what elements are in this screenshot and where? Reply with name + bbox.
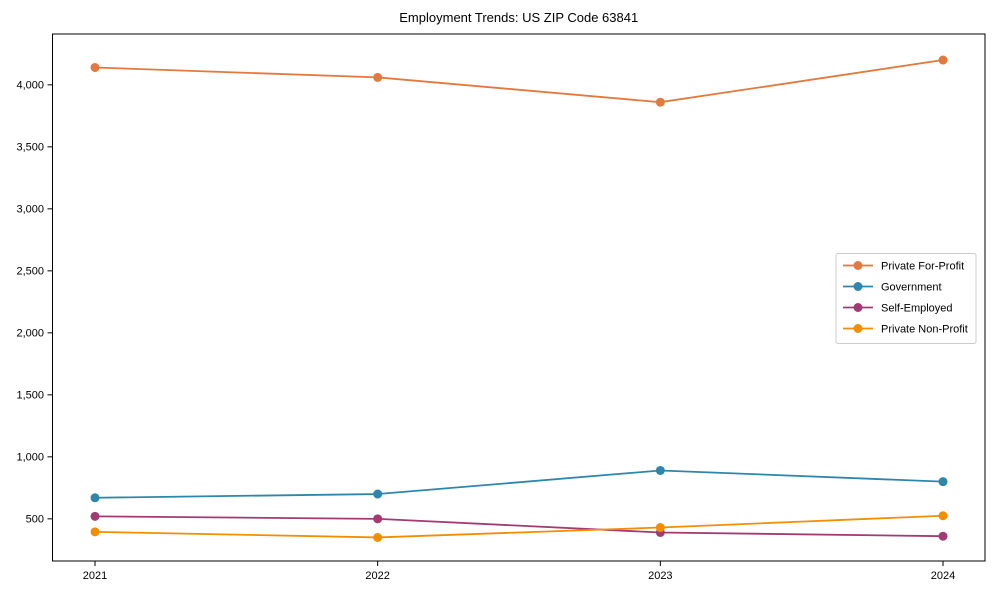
legend-label: Private Non-Profit [881,323,968,335]
y-tick-label: 3,500 [16,142,44,154]
legend-box [835,253,977,344]
legend-item-private-for-profit: Private For-Profit [843,260,964,272]
series-line-private-for-profit [94,59,944,104]
legend-marker [853,324,863,333]
y-tick-label: 1,000 [16,452,44,464]
data-point-self-employed-2021 [90,511,100,521]
y-tick-label: 500 [26,514,44,526]
x-tick-label: 2022 [365,570,389,582]
y-tick-label: 2,500 [16,266,44,278]
data-point-government-2021 [90,493,100,503]
data-point-private-non-profit-2024 [938,511,948,521]
legend-label: Self-Employed [881,302,953,314]
y-tick-label: 3,000 [16,204,44,216]
plot-layer: 500 1,000 1,500 2,000 2,500 3,000 3,500 4,000 20… [16,33,986,582]
series-line-self-employed [94,515,944,538]
series-line-government [94,469,944,499]
legend-marker [853,282,863,291]
y-tick-label: 4,000 [16,80,44,92]
data-point-government-2022 [373,489,383,499]
legend-marker [853,261,863,270]
data-point-self-employed-2022 [373,514,383,524]
data-point-private-for-profit-2023 [655,97,665,107]
data-point-private-non-profit-2021 [90,527,100,537]
x-tick-label: 2023 [648,570,672,582]
legend: Private For-Profit Government Self-Employe… [835,253,977,344]
data-point-private-for-profit-2024 [938,55,948,65]
data-point-private-for-profit-2022 [373,72,383,82]
data-point-private-non-profit-2023 [655,523,665,533]
legend-item-private-non-profit: Private Non-Profit [843,323,968,335]
chart-title: Employment Trends: US ZIP Code 63841 [399,10,638,25]
legend-item-government: Government [843,281,942,293]
legend-label: Private For-Profit [881,260,964,272]
x-tick-label: 2024 [931,570,955,582]
series-line-private-non-profit [94,514,944,539]
legend-label: Government [881,281,942,293]
y-tick-label: 2,000 [16,328,44,340]
x-tick-label: 2021 [83,570,107,582]
data-point-self-employed-2024 [938,531,948,541]
plot-area [52,33,986,562]
legend-marker [853,303,863,312]
data-point-private-non-profit-2022 [373,532,383,542]
data-point-government-2024 [938,477,948,487]
y-tick-label: 1,500 [16,390,44,402]
legend-item-self-employed: Self-Employed [843,302,953,314]
data-point-private-for-profit-2021 [90,62,100,72]
data-point-government-2023 [655,465,665,475]
